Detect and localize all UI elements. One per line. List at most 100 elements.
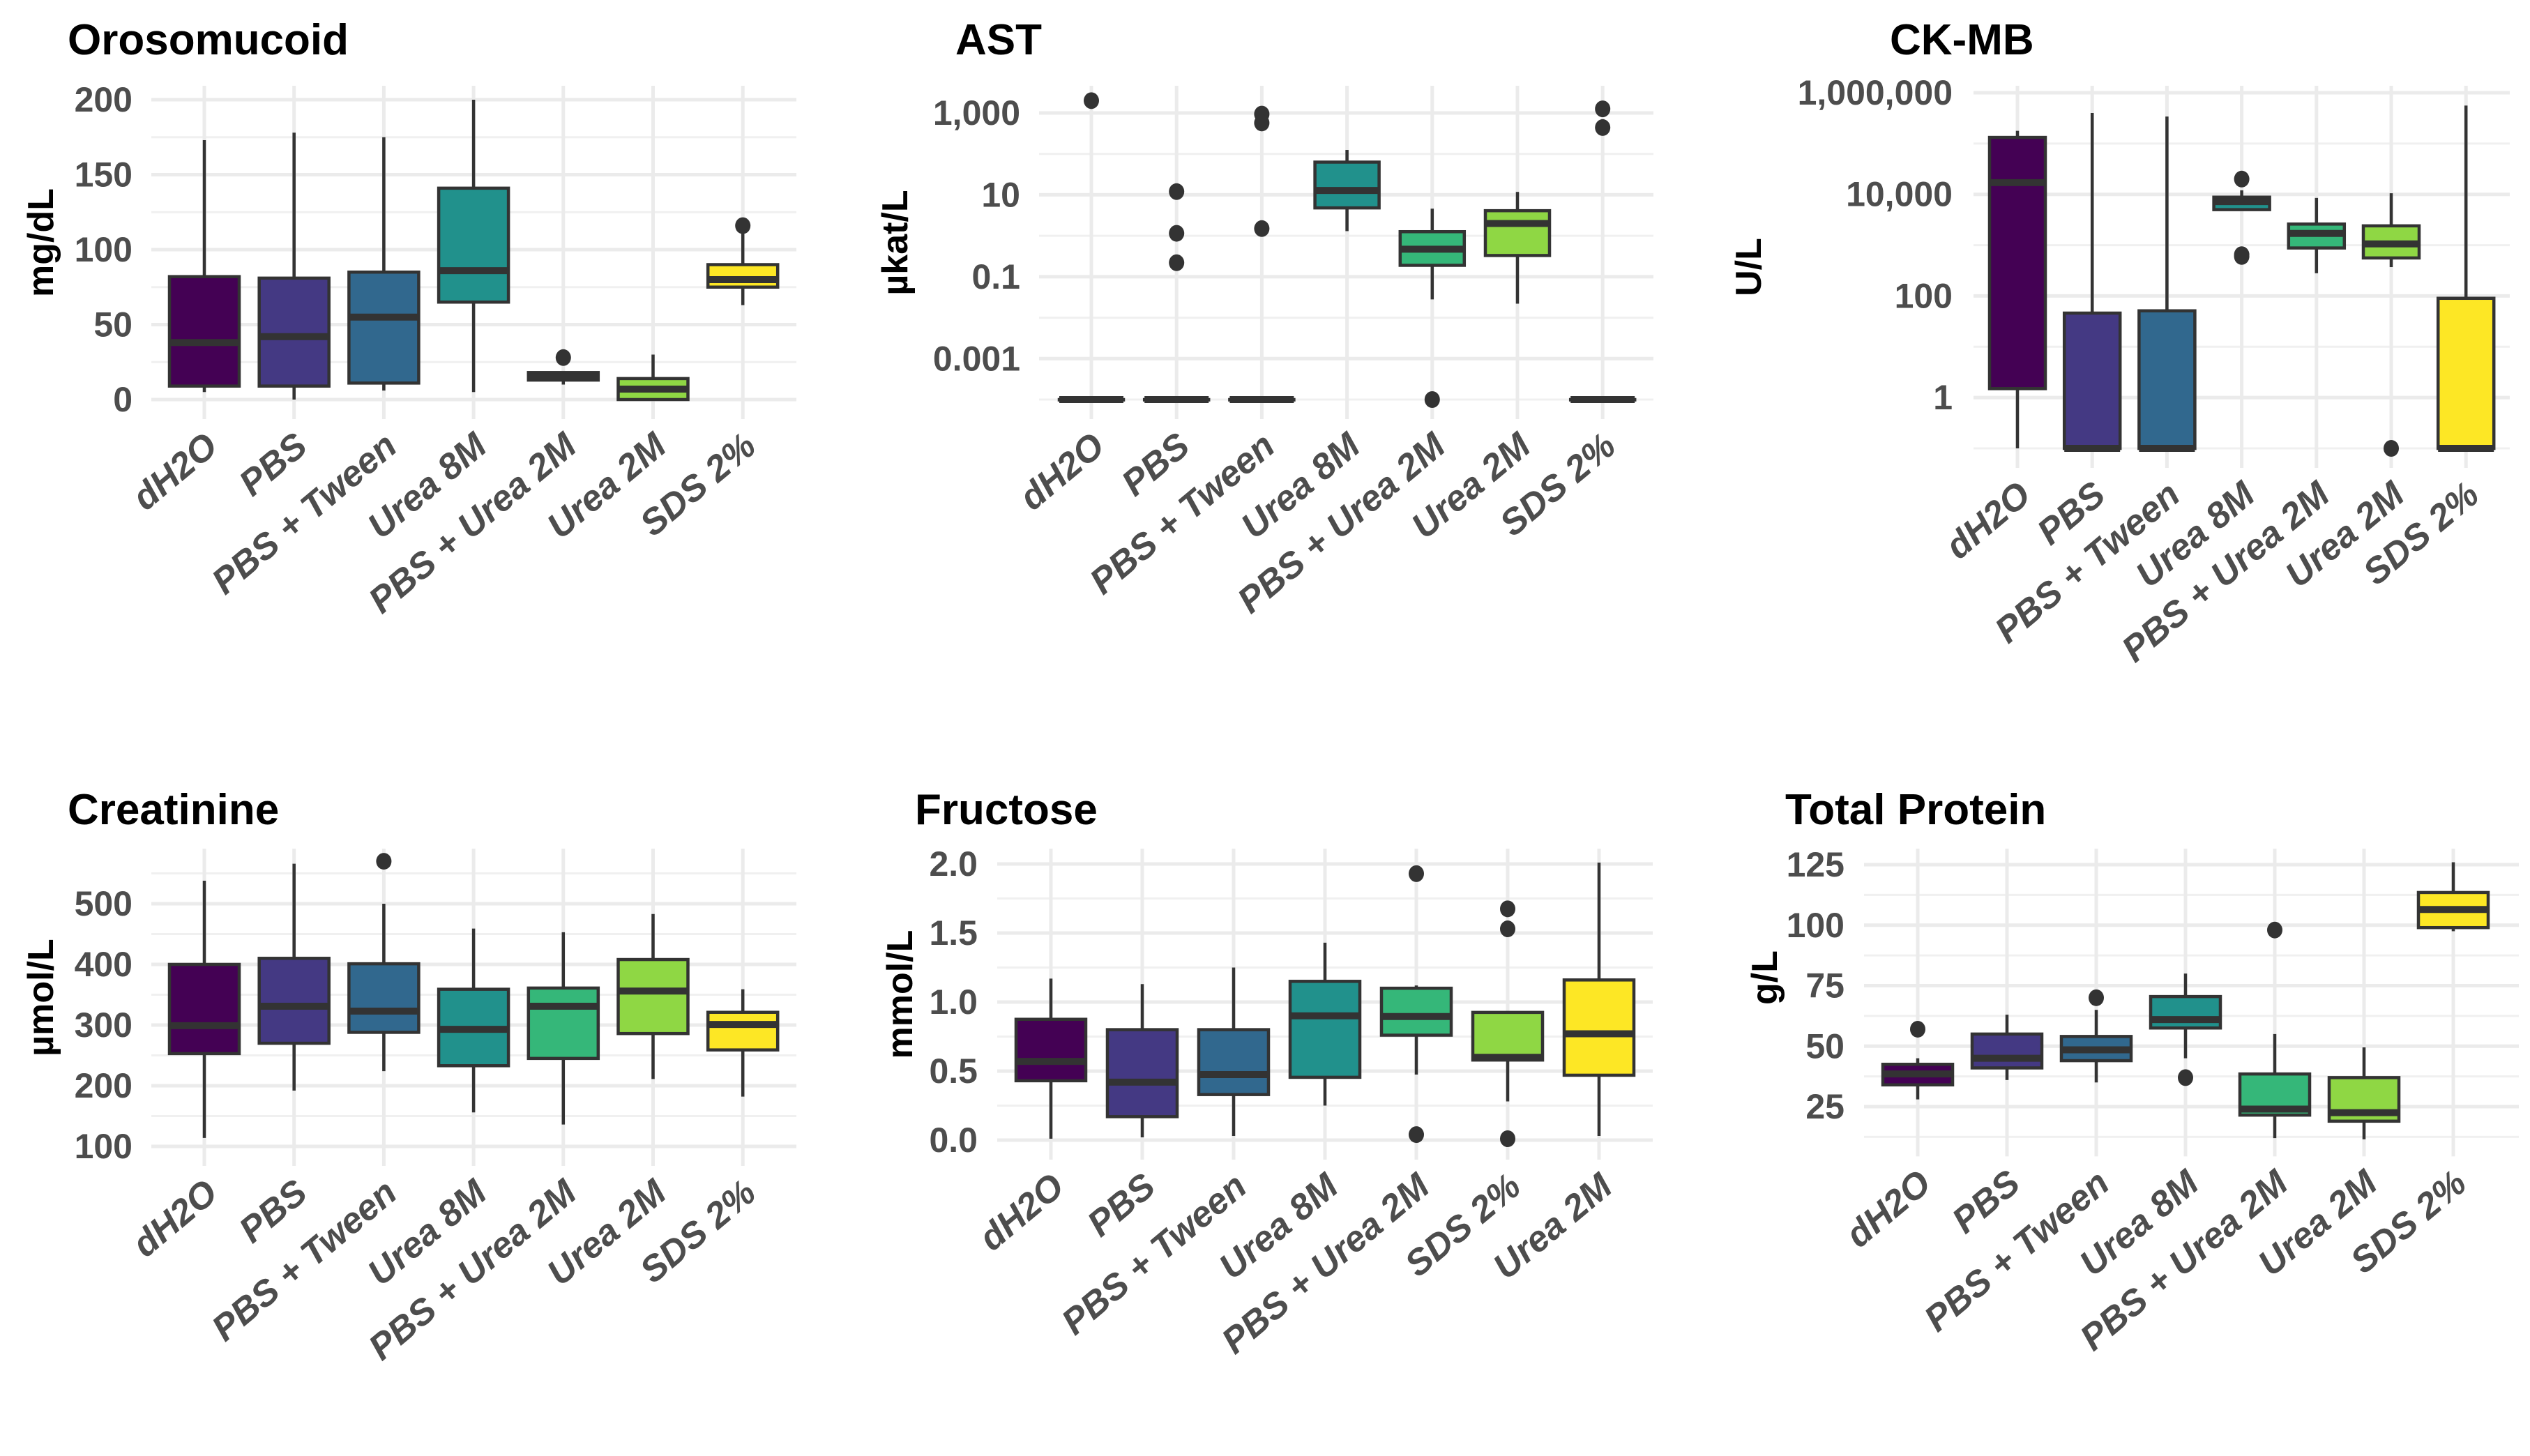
- outlier-point: [376, 853, 392, 870]
- outlier-point: [2384, 440, 2399, 457]
- outlier-point: [1254, 114, 1270, 132]
- iqr-box: [1313, 160, 1381, 210]
- box-pbs-tween: [347, 137, 421, 391]
- panel-ck-mb: CK-MB U/L 110010,0001,000,000dH2OPBSPBS …: [1729, 16, 2510, 670]
- box-pbs: [257, 863, 331, 1091]
- box-pbs-tween: [2137, 116, 2197, 452]
- box-pbs: [1970, 1015, 2044, 1080]
- iqr-box: [1197, 1028, 1271, 1096]
- y-tick-label: 25: [1805, 1087, 1845, 1126]
- y-tick-label: 2.0: [929, 844, 978, 884]
- outlier-point: [1500, 920, 1515, 938]
- y-tick-label: 0.001: [933, 339, 1020, 378]
- y-tick-label: 400: [75, 945, 132, 984]
- y-axis-label: µkat/L: [875, 190, 916, 295]
- box-sds-2-: [706, 989, 780, 1097]
- outlier-point: [1169, 225, 1185, 242]
- iqr-box: [2062, 311, 2122, 450]
- box-pbs-urea-2m: [1379, 865, 1453, 1144]
- y-tick-label: 1: [1933, 378, 1953, 417]
- panel-title: AST: [955, 16, 1042, 64]
- y-tick-label: 150: [75, 156, 132, 195]
- iqr-box: [1483, 208, 1552, 257]
- iqr-box: [1970, 1032, 2044, 1070]
- grid: [1039, 86, 1653, 419]
- y-tick-label: 200: [75, 1066, 132, 1105]
- box-sds-2-: [1568, 100, 1637, 403]
- y-tick-label: 100: [1787, 906, 1845, 945]
- iqr-box: [437, 186, 510, 304]
- iqr-box: [2137, 309, 2197, 450]
- y-tick-label: 1.0: [929, 983, 978, 1022]
- outlier-point: [1084, 92, 1099, 109]
- y-axis-label: g/L: [1745, 950, 1785, 1005]
- iqr-box: [527, 986, 600, 1061]
- iqr-box: [1288, 980, 1362, 1079]
- y-tick-label: 100: [75, 230, 132, 269]
- outlier-point: [1595, 119, 1611, 136]
- box-sds-2-: [2416, 862, 2490, 932]
- outlier-point: [2234, 170, 2250, 188]
- box-pbs: [1142, 183, 1211, 403]
- outlier-point: [555, 349, 571, 366]
- box-urea-2m: [2327, 1047, 2401, 1139]
- outlier-point: [735, 217, 751, 234]
- box-pbs-urea-2m: [2287, 197, 2347, 273]
- outlier-point: [1409, 1126, 1424, 1144]
- y-tick-label: 0: [113, 380, 132, 419]
- iqr-box: [167, 962, 241, 1056]
- box-urea-2m: [2361, 193, 2421, 457]
- y-tick-label: 0.1: [971, 257, 1020, 296]
- box-sds-2-: [1471, 900, 1545, 1148]
- y-tick-label: 100: [1895, 276, 1953, 315]
- outlier-point: [1409, 865, 1424, 882]
- y-tick-label: 1.5: [929, 913, 978, 953]
- box-dh2o: [1057, 92, 1126, 403]
- x-tick-label: dH2O: [1838, 1162, 1939, 1256]
- iqr-box: [616, 957, 690, 1036]
- y-tick-label: 125: [1787, 845, 1845, 884]
- y-tick-label: 50: [1805, 1026, 1845, 1066]
- iqr-box: [257, 276, 331, 388]
- outlier-point: [2089, 989, 2104, 1006]
- iqr-box: [1014, 1017, 1088, 1083]
- box-urea-8m: [2149, 973, 2222, 1086]
- box-dh2o: [1987, 130, 2047, 448]
- box-pbs: [257, 132, 331, 400]
- box-pbs-urea-2m: [2238, 921, 2312, 1139]
- box-dh2o: [1881, 1020, 1955, 1100]
- x-tick-label: dH2O: [125, 425, 225, 519]
- grid: [1974, 86, 2510, 468]
- outlier-point: [2234, 246, 2250, 264]
- outlier-point: [1595, 100, 1611, 118]
- y-tick-label: 10: [981, 175, 1020, 214]
- iqr-box: [2149, 994, 2222, 1030]
- iqr-box: [347, 962, 421, 1034]
- outlier-point: [1169, 183, 1185, 200]
- y-axis-label: U/L: [1729, 238, 1769, 296]
- x-tick-label: dH2O: [1938, 474, 2038, 568]
- iqr-box: [706, 263, 780, 289]
- box-dh2o: [167, 140, 241, 393]
- x-tick-label: dH2O: [1012, 425, 1112, 519]
- iqr-box: [1471, 1010, 1545, 1062]
- box-pbs: [2062, 112, 2122, 452]
- y-tick-label: 500: [75, 884, 132, 923]
- outlier-point: [1169, 254, 1185, 271]
- y-axis-label: µmol/L: [21, 939, 61, 1056]
- outlier-point: [1500, 1130, 1515, 1148]
- box-urea-2m: [616, 354, 690, 402]
- outlier-point: [1500, 900, 1515, 918]
- panel-title: CK-MB: [1890, 16, 2034, 64]
- box-dh2o: [1014, 978, 1088, 1139]
- iqr-box: [706, 1010, 780, 1052]
- y-tick-label: 0.0: [929, 1121, 978, 1160]
- x-tick-label: dH2O: [971, 1166, 1072, 1259]
- box-dh2o: [167, 880, 241, 1138]
- box-pbs-urea-2m: [1398, 208, 1467, 408]
- box-pbs-tween: [1228, 105, 1296, 403]
